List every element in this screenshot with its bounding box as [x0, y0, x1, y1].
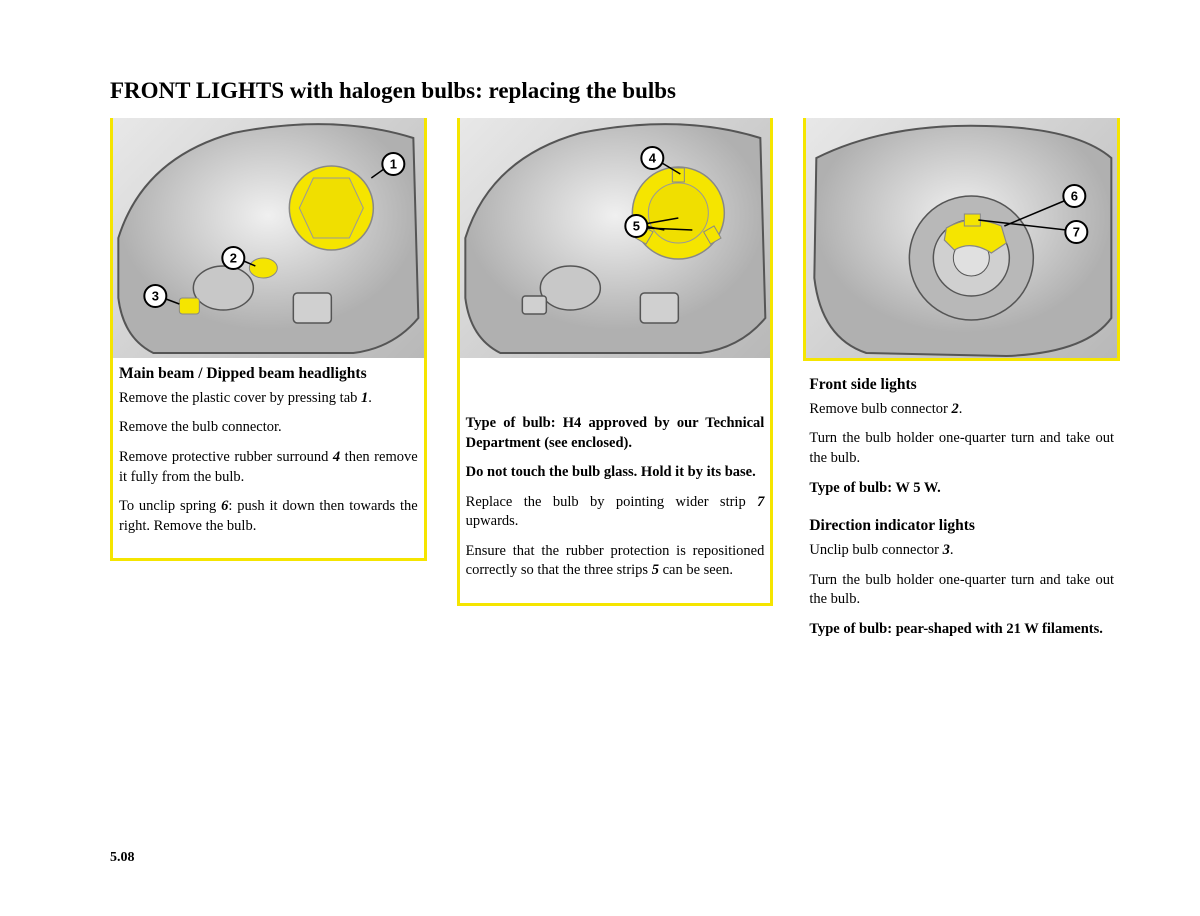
figure-3-frame: 6 7	[803, 118, 1120, 361]
column-3-text: Front side lights Remove bulb connector …	[803, 361, 1120, 661]
manual-page: FRONT LIGHTS with halogen bulbs: replaci…	[0, 0, 1200, 701]
col2-p3: Replace the bulb by pointing wider strip…	[466, 493, 765, 532]
callout-4-label: 4	[648, 151, 656, 166]
col2-p1: Type of bulb: H4 approved by our Technic…	[466, 414, 765, 453]
callout-3-label: 3	[152, 289, 159, 304]
col3-p6: Type of bulb: pear-shaped with 21 W fila…	[809, 620, 1114, 640]
col3-p4: Unclip bulb connector 3.	[809, 541, 1114, 561]
col3-p1: Remove bulb connector 2.	[809, 400, 1114, 420]
page-number: 5.08	[110, 850, 135, 866]
col1-p1: Remove the plastic cover by pressing tab…	[119, 389, 418, 409]
column-2: 4 5 Type of bulb: H4 approved by our Tec…	[457, 118, 774, 661]
col1-p3: Remove protective rubber surround 4 then…	[119, 448, 418, 487]
figure-3: 6 7	[806, 118, 1117, 358]
callout-6-label: 6	[1071, 189, 1078, 204]
col3-p3: Type of bulb: W 5 W.	[809, 479, 1114, 499]
col3-p2: Turn the bulb holder one-quarter turn an…	[809, 429, 1114, 468]
col2-p4: Ensure that the rubber protection is rep…	[466, 542, 765, 581]
column-2-text: Type of bulb: H4 approved by our Technic…	[460, 358, 771, 603]
figure-1: 1 2 3	[113, 118, 424, 358]
col1-p4: To unclip spring 6: push it down then to…	[119, 497, 418, 536]
col3-h1: Front side lights	[809, 375, 1114, 396]
page-title: FRONT LIGHTS with halogen bulbs: replaci…	[110, 78, 1120, 104]
col3-p5: Turn the bulb holder one-quarter turn an…	[809, 571, 1114, 610]
column-3: 6 7 Front side lights Remove bulb connec…	[803, 118, 1120, 661]
figure-2-frame: 4 5 Type of bulb: H4 approved by our Tec…	[457, 118, 774, 606]
column-1-text: Main beam / Dipped beam headlights Remov…	[113, 364, 424, 558]
figure-1-frame: 1 2 3 Main beam / Dipped beam headlights…	[110, 118, 427, 561]
column-1: 1 2 3 Main beam / Dipped beam headlights…	[110, 118, 427, 661]
col2-spacer	[466, 358, 765, 414]
callout-7-label: 7	[1073, 225, 1080, 240]
col1-heading: Main beam / Dipped beam headlights	[119, 364, 418, 385]
callout-5-label: 5	[632, 219, 639, 234]
col1-p2: Remove the bulb connector.	[119, 418, 418, 438]
col3-h2: Direction indicator lights	[809, 516, 1114, 537]
figure-2: 4 5	[460, 118, 771, 358]
col2-p2: Do not touch the bulb glass. Hold it by …	[466, 463, 765, 483]
callout-2-label: 2	[230, 251, 237, 266]
three-column-layout: 1 2 3 Main beam / Dipped beam headlights…	[110, 118, 1120, 661]
callout-1-label: 1	[390, 157, 397, 172]
